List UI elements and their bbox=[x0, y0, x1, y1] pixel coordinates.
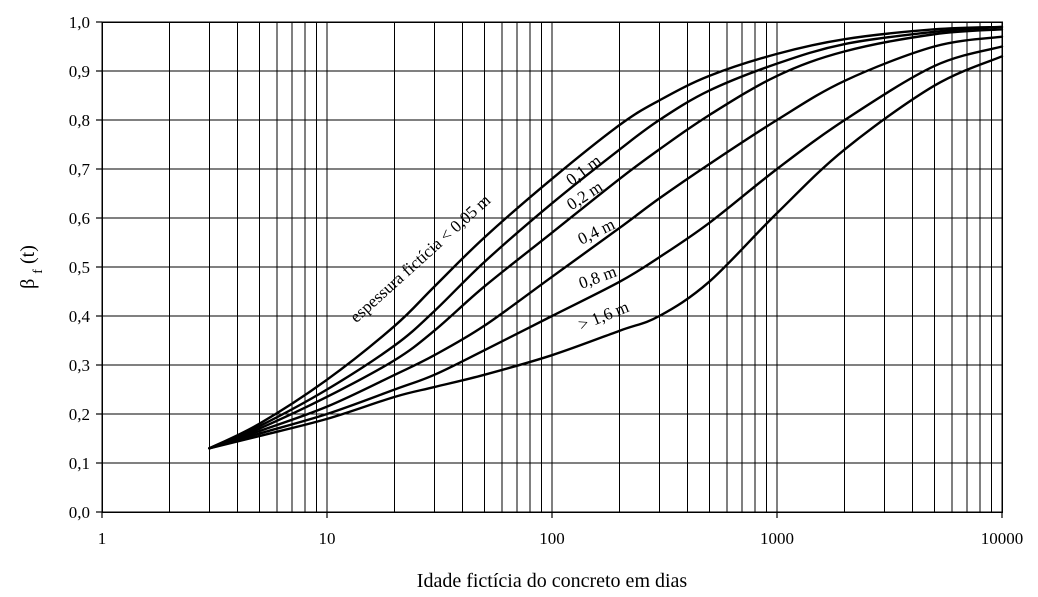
y-tick-label: 0,5 bbox=[69, 258, 90, 277]
y-tick-label: 0,4 bbox=[69, 307, 91, 326]
x-tick-label: 1000 bbox=[760, 529, 794, 548]
y-tick-label: 0,1 bbox=[69, 454, 90, 473]
curve-label: 0,8 m bbox=[576, 262, 619, 293]
y-axis-title-suffix: (t) bbox=[17, 245, 39, 264]
y-tick-label: 0,3 bbox=[69, 356, 90, 375]
y-tick-label: 0,0 bbox=[69, 503, 90, 522]
curve-label: espessura fictícia < 0,05 m bbox=[346, 190, 494, 326]
x-tick-label: 100 bbox=[539, 529, 565, 548]
x-tick-labels: 1 10 100 1000 10000 bbox=[98, 529, 1024, 548]
tick-marks bbox=[96, 21, 1003, 518]
y-tick-label: 1,0 bbox=[69, 13, 90, 32]
series-line bbox=[208, 25, 1004, 450]
y-tick-label: 0,2 bbox=[69, 405, 90, 424]
x-tick-label: 1 bbox=[98, 529, 107, 548]
y-tick-label: 0,9 bbox=[69, 62, 90, 81]
y-axis-title-sub: f bbox=[31, 269, 46, 274]
y-tick-label: 0,6 bbox=[69, 209, 90, 228]
y-tick-label: 0,7 bbox=[69, 160, 91, 179]
curves bbox=[208, 25, 1004, 450]
y-axis-title-main: β bbox=[17, 279, 39, 289]
series-line bbox=[208, 55, 1004, 450]
series-line bbox=[208, 45, 1004, 450]
y-tick-label: 0,8 bbox=[69, 111, 90, 130]
x-tick-label: 10 bbox=[319, 529, 336, 548]
x-tick-label: 10000 bbox=[981, 529, 1024, 548]
series-line bbox=[208, 35, 1004, 450]
curve-labels: espessura fictícia < 0,05 m0,1 m0,2 m0,4… bbox=[346, 151, 631, 335]
series-line bbox=[208, 25, 1004, 450]
x-axis-title: Idade fictícia do concreto em dias bbox=[417, 570, 688, 592]
y-tick-labels: 0,0 0,1 0,2 0,3 0,4 0,5 0,6 0,7 0,8 0,9 1,0 bbox=[69, 13, 91, 522]
y-axis-title: β f (t) bbox=[17, 245, 46, 289]
series-line bbox=[208, 28, 1004, 450]
